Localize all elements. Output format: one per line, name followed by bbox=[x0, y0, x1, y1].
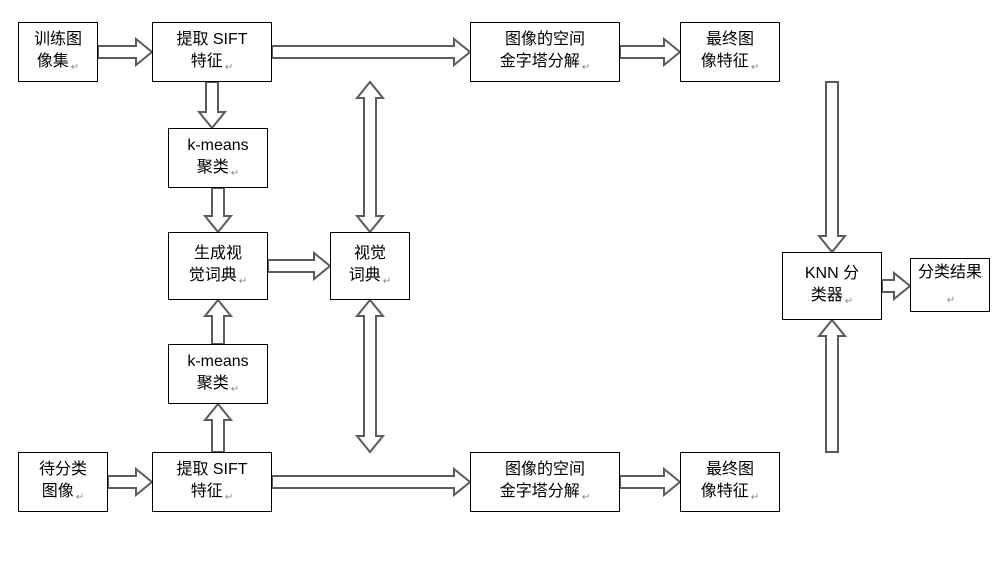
arrow bbox=[98, 39, 152, 65]
arrow bbox=[819, 82, 845, 252]
arrow bbox=[620, 39, 680, 65]
node-label: 最终图像特征↵ bbox=[701, 459, 759, 506]
node-kmeans_bot: k-means聚类↵ bbox=[168, 344, 268, 404]
arrow bbox=[205, 188, 231, 232]
node-final_bot: 最终图像特征↵ bbox=[680, 452, 780, 512]
node-label: 图像的空间金字塔分解↵ bbox=[500, 459, 590, 506]
node-label: KNN 分类器↵ bbox=[805, 263, 859, 310]
arrow bbox=[205, 300, 231, 344]
node-label: 视觉词典↵ bbox=[349, 243, 391, 290]
node-knn: KNN 分类器↵ bbox=[782, 252, 882, 320]
node-sift_top: 提取 SIFT特征↵ bbox=[152, 22, 272, 82]
arrow bbox=[268, 253, 330, 279]
node-label: k-means聚类↵ bbox=[187, 135, 248, 182]
arrow bbox=[882, 273, 910, 299]
arrow bbox=[272, 469, 470, 495]
node-result: 分类结果↵ bbox=[910, 258, 990, 312]
node-label: 分类结果↵ bbox=[917, 262, 983, 309]
node-label: 最终图像特征↵ bbox=[701, 29, 759, 76]
node-sift_bot: 提取 SIFT特征↵ bbox=[152, 452, 272, 512]
node-kmeans_top: k-means聚类↵ bbox=[168, 128, 268, 188]
node-label: 生成视觉词典↵ bbox=[189, 243, 247, 290]
arrow-bidir bbox=[357, 300, 383, 452]
node-label: 提取 SIFT特征↵ bbox=[176, 29, 247, 76]
flowchart-canvas: 训练图像集↵ 提取 SIFT特征↵ 图像的空间金字塔分解↵ 最终图像特征↵ k-mean… bbox=[0, 0, 1000, 587]
node-final_top: 最终图像特征↵ bbox=[680, 22, 780, 82]
arrow bbox=[819, 320, 845, 452]
node-label: 待分类图像↵ bbox=[39, 459, 87, 506]
node-vis_dict: 视觉词典↵ bbox=[330, 232, 410, 300]
arrow bbox=[272, 39, 470, 65]
node-to_classify: 待分类图像↵ bbox=[18, 452, 108, 512]
node-label: k-means聚类↵ bbox=[187, 351, 248, 398]
arrow bbox=[108, 469, 152, 495]
arrow bbox=[205, 404, 231, 452]
arrow-bidir bbox=[357, 82, 383, 232]
arrow bbox=[199, 82, 225, 128]
arrow bbox=[620, 469, 680, 495]
node-pyramid_top: 图像的空间金字塔分解↵ bbox=[470, 22, 620, 82]
node-label: 图像的空间金字塔分解↵ bbox=[500, 29, 590, 76]
node-gen_dict: 生成视觉词典↵ bbox=[168, 232, 268, 300]
node-pyramid_bot: 图像的空间金字塔分解↵ bbox=[470, 452, 620, 512]
node-label: 训练图像集↵ bbox=[34, 29, 82, 76]
node-train_set: 训练图像集↵ bbox=[18, 22, 98, 82]
node-label: 提取 SIFT特征↵ bbox=[176, 459, 247, 506]
